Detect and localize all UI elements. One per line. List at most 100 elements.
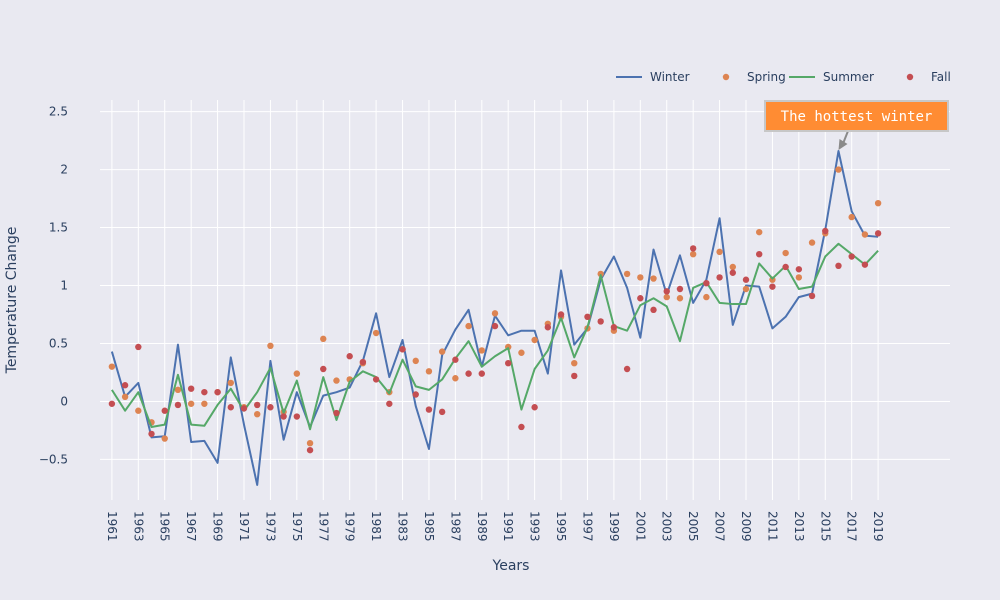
fall-point (240, 405, 248, 412)
fall-point (716, 274, 723, 281)
fall-point (623, 365, 631, 373)
spring-point (518, 349, 525, 356)
x-tick-label: 2005 (686, 511, 700, 542)
fall-point (795, 266, 803, 273)
fall-point (557, 311, 565, 318)
fall-point (478, 370, 485, 377)
x-tick-label: 1995 (554, 511, 568, 542)
legend-swatch (722, 73, 730, 81)
fall-point (306, 446, 314, 454)
spring-point (835, 166, 842, 173)
spring-point (689, 251, 697, 258)
x-axis-ticks: 1961 1963 1965 1967 1969 1971 1973 1975 1977 1979… (105, 511, 885, 542)
x-tick-label: 1981 (369, 511, 383, 542)
annotation-box (764, 100, 949, 132)
legend-item-fall[interactable]: Fall (906, 70, 951, 84)
fall-point (346, 353, 353, 360)
spring-point (108, 363, 116, 370)
spring-point (320, 335, 327, 343)
x-tick-label: 1983 (396, 511, 410, 542)
spring-point (637, 274, 644, 281)
fall-point (412, 391, 419, 398)
x-tick-label: 1971 (237, 511, 251, 542)
y-axis-title: Temperature Change (4, 227, 20, 375)
fall-point (610, 324, 618, 331)
y-axis-ticks: −0.5 0 0.5 1 1.5 2 2.5 (39, 105, 68, 467)
x-tick-label: 1999 (607, 511, 621, 542)
spring-point (187, 400, 195, 407)
fall-point (399, 346, 406, 353)
fall-point (808, 292, 816, 300)
fall-point (333, 409, 340, 417)
fall-point (254, 401, 261, 409)
x-tick-label: 1985 (422, 511, 436, 542)
x-tick-label: 2017 (845, 511, 859, 542)
x-tick-label: 1987 (448, 511, 462, 542)
spring-point (703, 293, 710, 301)
spring-point (795, 274, 803, 281)
spring-point (716, 248, 723, 256)
spring-point (306, 439, 314, 447)
y-tick-label: −0.5 (39, 452, 68, 466)
x-tick-label: 1991 (501, 511, 515, 542)
fall-point (372, 376, 380, 383)
annotation-text: The hottest winter (781, 109, 933, 125)
y-tick-label: 1.5 (49, 221, 68, 235)
annotation-arrowhead (838, 139, 848, 150)
fall-point (650, 306, 657, 314)
spring-point (267, 342, 274, 349)
annotation: The hottest winter (764, 100, 949, 150)
fall-point (861, 261, 869, 268)
spring-point (861, 231, 869, 238)
x-tick-label: 2007 (713, 511, 727, 542)
fall-point (452, 356, 459, 363)
x-tick-label: 2001 (633, 511, 647, 542)
x-tick-label: 2011 (765, 511, 779, 542)
x-tick-label: 1973 (263, 511, 277, 542)
fall-point (359, 358, 367, 366)
fall-point (848, 253, 855, 260)
grid (100, 100, 950, 500)
x-tick-label: 1979 (343, 511, 357, 542)
legend[interactable]: Winter Spring Summer Fall (616, 70, 951, 84)
spring-point (333, 377, 340, 384)
spring-point (121, 393, 129, 401)
x-tick-label: 1997 (580, 511, 594, 542)
spring-point (531, 336, 538, 344)
fall-point (756, 251, 763, 258)
fall-point (227, 404, 234, 411)
fall-point (742, 276, 750, 283)
spring-point (848, 213, 855, 221)
spring-point (782, 249, 789, 257)
spring-point (491, 310, 499, 317)
fall-point (201, 388, 208, 396)
fall-point (689, 245, 697, 252)
spring-point (438, 348, 446, 355)
legend-swatch (906, 73, 914, 81)
spring-point (676, 295, 684, 302)
fall-point (729, 269, 736, 276)
fall-point (438, 408, 446, 416)
spring-point (412, 357, 419, 365)
legend-item-spring[interactable]: Spring (722, 70, 786, 84)
plot-area (108, 150, 882, 486)
fall-point (597, 318, 604, 325)
x-tick-label: 1989 (475, 511, 489, 542)
x-tick-label: 2009 (739, 511, 753, 542)
legend-item-winter[interactable]: Winter (616, 70, 690, 84)
spring-point (135, 407, 142, 414)
fall-point (637, 295, 644, 302)
legend-item-summer[interactable]: Summer (789, 70, 874, 84)
fall-point (465, 370, 472, 377)
fall-point (187, 385, 195, 392)
spring-point (742, 285, 750, 293)
x-tick-label: 2015 (818, 511, 832, 542)
fall-point (320, 365, 327, 373)
fall-point (293, 413, 301, 420)
spring-point (571, 359, 578, 367)
spring-point (372, 329, 380, 337)
fall-point (425, 406, 433, 413)
x-tick-label: 1961 (105, 511, 119, 542)
fall-point (148, 430, 155, 438)
